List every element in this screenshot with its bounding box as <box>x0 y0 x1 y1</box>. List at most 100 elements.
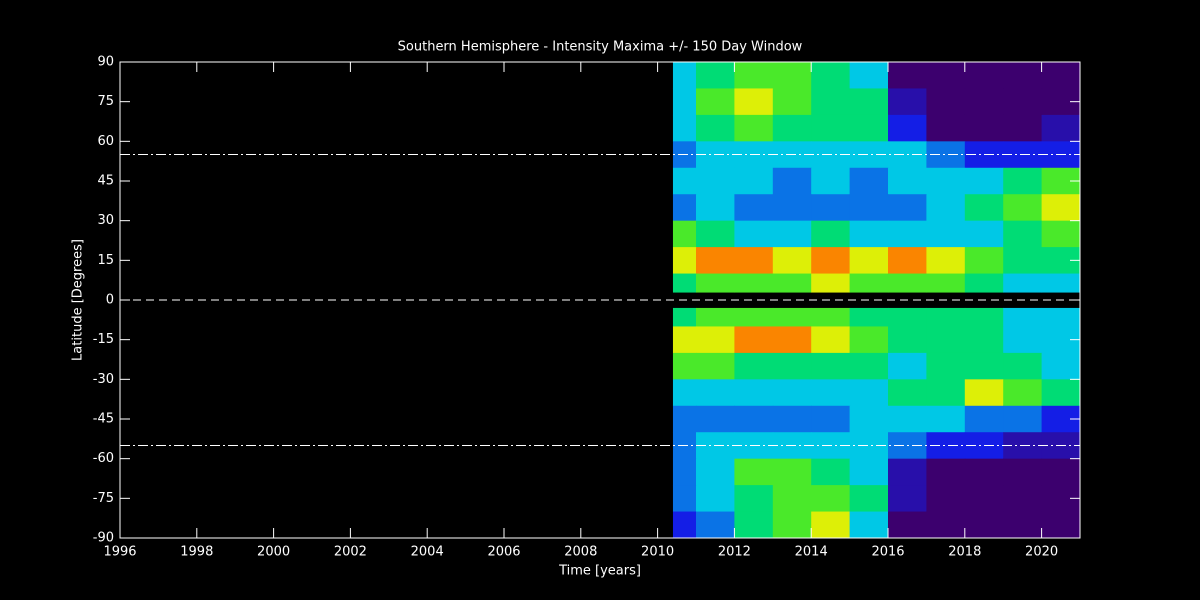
heat-cell <box>849 485 889 513</box>
heat-cell <box>811 307 851 327</box>
y-tick-label: 0 <box>106 293 114 308</box>
heat-cell <box>672 379 697 407</box>
heat-cell <box>888 458 927 486</box>
heat-cell <box>696 352 735 380</box>
heat-cell <box>888 194 927 222</box>
heat-cell <box>964 326 1004 354</box>
heat-cell <box>696 247 735 275</box>
heat-cell <box>849 352 889 380</box>
heat-cell <box>1003 167 1043 195</box>
heat-cell <box>849 220 889 248</box>
heat-cell <box>888 405 927 433</box>
heat-cell <box>888 307 927 327</box>
x-tick-label: 1998 <box>180 545 213 560</box>
heat-cell <box>1041 458 1081 486</box>
heat-cell <box>926 273 966 293</box>
heat-cell <box>772 273 812 293</box>
y-axis-label: Latitude [Degrees] <box>71 239 86 361</box>
heat-cell <box>772 114 812 142</box>
heat-cell <box>1041 62 1081 89</box>
heat-cell <box>964 307 1004 327</box>
heat-cell <box>849 307 889 327</box>
heat-cell <box>1041 114 1081 142</box>
heat-cell <box>672 167 697 195</box>
heat-cell <box>849 511 889 539</box>
x-axis-label: Time [years] <box>558 564 641 579</box>
heat-cell <box>734 458 774 486</box>
heat-cell <box>888 352 927 380</box>
heat-cell <box>696 485 735 513</box>
heat-cell <box>1041 220 1081 248</box>
heat-cell <box>1003 379 1043 407</box>
heat-cell <box>888 379 927 407</box>
heat-cell <box>888 247 927 275</box>
heat-cell <box>672 62 697 89</box>
heat-cell <box>926 458 966 486</box>
heat-cell <box>772 167 812 195</box>
heat-cell <box>672 352 697 380</box>
x-tick-label: 1996 <box>103 545 136 560</box>
x-tick-label: 2016 <box>871 545 904 560</box>
heat-cell <box>1003 352 1043 380</box>
heat-cell <box>734 405 774 433</box>
heat-cell <box>811 114 851 142</box>
heat-cell <box>772 458 812 486</box>
y-tick-label: -30 <box>93 372 114 387</box>
heat-cell <box>672 326 697 354</box>
x-tick-label: 2020 <box>1025 545 1058 560</box>
heat-cell <box>1041 511 1081 539</box>
heat-cell <box>811 485 851 513</box>
heat-cell <box>926 352 966 380</box>
heat-cell <box>888 511 927 539</box>
heat-cell <box>772 511 812 539</box>
heat-cell <box>849 114 889 142</box>
heat-cell <box>1003 194 1043 222</box>
heat-cell <box>926 220 966 248</box>
heat-cell <box>964 352 1004 380</box>
heat-cell <box>734 352 774 380</box>
heat-cell <box>696 458 735 486</box>
heat-cell <box>696 220 735 248</box>
heat-cell <box>696 62 735 89</box>
heat-cell <box>772 379 812 407</box>
heat-cell <box>811 62 851 89</box>
heat-cell <box>696 511 735 539</box>
heat-cell <box>964 247 1004 275</box>
heat-cell <box>849 88 889 116</box>
heat-cell <box>849 194 889 222</box>
heat-cell <box>734 307 774 327</box>
heat-cell <box>964 485 1004 513</box>
heat-cell <box>888 114 927 142</box>
heat-cell <box>888 326 927 354</box>
heat-cell <box>811 352 851 380</box>
heat-cell <box>964 379 1004 407</box>
heat-cell <box>672 458 697 486</box>
heat-cell <box>926 114 966 142</box>
heat-cell <box>964 114 1004 142</box>
heat-cell <box>926 167 966 195</box>
heat-cell <box>926 326 966 354</box>
heat-cell <box>772 307 812 327</box>
heat-cell <box>811 194 851 222</box>
heat-cell <box>1003 62 1043 89</box>
heat-cell <box>964 194 1004 222</box>
heat-cell <box>926 485 966 513</box>
heat-cell <box>811 273 851 293</box>
heat-cell <box>672 485 697 513</box>
x-tick-label: 2004 <box>411 545 444 560</box>
heat-cell <box>811 379 851 407</box>
heat-cell <box>1003 485 1043 513</box>
heat-cell <box>696 307 735 327</box>
heat-cell <box>888 88 927 116</box>
heat-cell <box>964 511 1004 539</box>
heat-cell <box>1003 247 1043 275</box>
heat-cell <box>1003 405 1043 433</box>
heat-cell <box>696 379 735 407</box>
heat-cell <box>926 62 966 89</box>
heat-cell <box>734 326 774 354</box>
y-tick-label: -45 <box>93 412 114 427</box>
heat-cell <box>888 273 927 293</box>
heat-cell <box>734 114 774 142</box>
heat-cell <box>964 62 1004 89</box>
